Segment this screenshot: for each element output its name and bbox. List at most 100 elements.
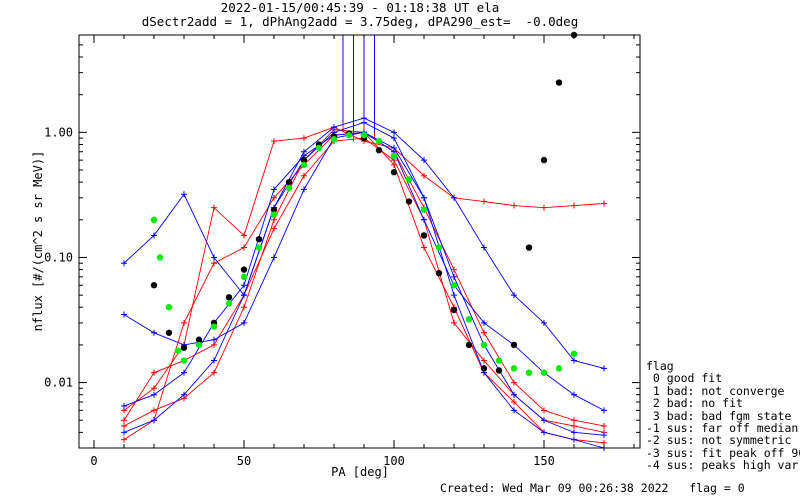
blue-series-point xyxy=(451,194,457,201)
red-series-point xyxy=(511,202,517,209)
red-series-line xyxy=(123,131,605,444)
black-fit-point xyxy=(240,266,248,273)
red-series-point xyxy=(571,202,577,209)
black-fit-point xyxy=(555,79,563,86)
green-fit-point xyxy=(360,131,368,139)
black-fit-point xyxy=(405,198,413,205)
green-fit-point xyxy=(255,244,263,251)
blue-series-point xyxy=(181,391,187,398)
black-fit-point xyxy=(510,341,518,349)
green-fit-point xyxy=(540,369,548,376)
red-series-line xyxy=(123,126,605,411)
red-series-point xyxy=(301,135,307,142)
red-series-point xyxy=(241,244,247,251)
blue-series-point xyxy=(391,144,397,151)
y-tick-label: 0.10 xyxy=(44,250,73,264)
y-tick-label: 0.01 xyxy=(44,376,73,390)
chart-title: 2022-01-15/00:45:39 - 01:18:38 UT ela xyxy=(220,0,500,15)
green-fit-point xyxy=(300,161,308,169)
blue-series-point xyxy=(391,129,397,136)
green-fit-point xyxy=(225,300,233,307)
blue-series-point xyxy=(571,357,577,364)
blue-series-point xyxy=(121,429,127,436)
legend-item: 2 bad: no fit xyxy=(646,396,743,411)
blue-series-point xyxy=(121,402,127,409)
y-tick-label: 1.00 xyxy=(44,125,73,139)
red-series-point xyxy=(121,422,127,429)
red-series-point xyxy=(241,304,247,311)
red-series-point xyxy=(121,436,127,443)
red-series-point xyxy=(481,198,487,205)
blue-series-point xyxy=(511,407,517,414)
black-fit-point xyxy=(435,269,443,277)
green-fit-point xyxy=(570,350,578,357)
blue-series-point xyxy=(421,216,427,223)
legend-item: -2 sus: not symmetric xyxy=(646,433,792,448)
blue-series-point xyxy=(151,417,157,424)
green-fit-point xyxy=(285,184,293,192)
x-axis-label: PA [deg] xyxy=(331,465,389,479)
green-fit-point xyxy=(390,152,398,159)
green-fit-point xyxy=(480,341,488,349)
blue-series-point xyxy=(271,254,277,261)
green-fit-point xyxy=(405,176,413,183)
x-tick-label: 100 xyxy=(383,454,405,468)
blue-series-point xyxy=(121,260,127,267)
green-fit-point xyxy=(450,282,458,289)
blue-series-point xyxy=(181,191,187,198)
red-series-point xyxy=(211,204,217,211)
blue-series-point xyxy=(151,232,157,239)
blue-series-point xyxy=(481,244,487,251)
blue-series-point xyxy=(571,429,577,436)
blue-series-point xyxy=(451,292,457,299)
blue-series-point xyxy=(511,292,517,299)
x-tick-label: 50 xyxy=(237,454,251,468)
blue-series-point xyxy=(211,336,217,343)
blue-series-point xyxy=(541,319,547,326)
green-fit-point xyxy=(375,137,383,145)
black-fit-point xyxy=(270,206,278,214)
black-fit-point xyxy=(165,329,173,336)
blue-series-point xyxy=(421,194,427,201)
red-series-point xyxy=(151,407,157,414)
blue-series-point xyxy=(391,135,397,142)
green-fit-point xyxy=(165,304,173,311)
red-series-point xyxy=(271,138,277,145)
black-fit-point xyxy=(465,341,473,349)
green-fit-point xyxy=(525,369,533,376)
black-fit-point xyxy=(450,306,458,314)
red-series-point xyxy=(541,407,547,414)
green-fit-point xyxy=(435,244,443,251)
red-series-point xyxy=(121,417,127,424)
green-fit-point xyxy=(420,206,428,214)
green-fit-point xyxy=(150,216,158,224)
blue-series-point xyxy=(331,124,337,131)
blue-series-point xyxy=(601,365,607,372)
green-fit-point xyxy=(495,357,503,364)
red-series-point xyxy=(541,204,547,211)
red-series-point xyxy=(511,379,517,386)
blue-series-point xyxy=(601,407,607,414)
green-fit-point xyxy=(156,254,164,261)
legend-title: flag xyxy=(646,359,674,373)
blue-series-point xyxy=(151,329,157,336)
red-series-point xyxy=(151,369,157,376)
red-series-point xyxy=(451,319,457,326)
legend-item: -4 sus: peaks high var xyxy=(646,458,799,473)
blue-series-point xyxy=(151,391,157,398)
blue-series-point xyxy=(481,319,487,326)
green-fit-point xyxy=(315,144,323,152)
black-fit-point xyxy=(390,169,398,176)
red-series-point xyxy=(211,341,217,348)
blue-series-point xyxy=(541,417,547,424)
legend-item: 1 bad: not converge xyxy=(646,383,785,398)
red-series-point xyxy=(511,398,517,405)
chart-subtitle: dSectr2add = 1, dPhAng2add = 3.75deg, dP… xyxy=(141,14,579,29)
red-series-point xyxy=(421,244,427,251)
blue-series-point xyxy=(211,254,217,261)
black-fit-point xyxy=(525,244,533,251)
blue-series-point xyxy=(601,432,607,439)
red-series-point xyxy=(571,422,577,429)
black-fit-point xyxy=(255,235,263,243)
